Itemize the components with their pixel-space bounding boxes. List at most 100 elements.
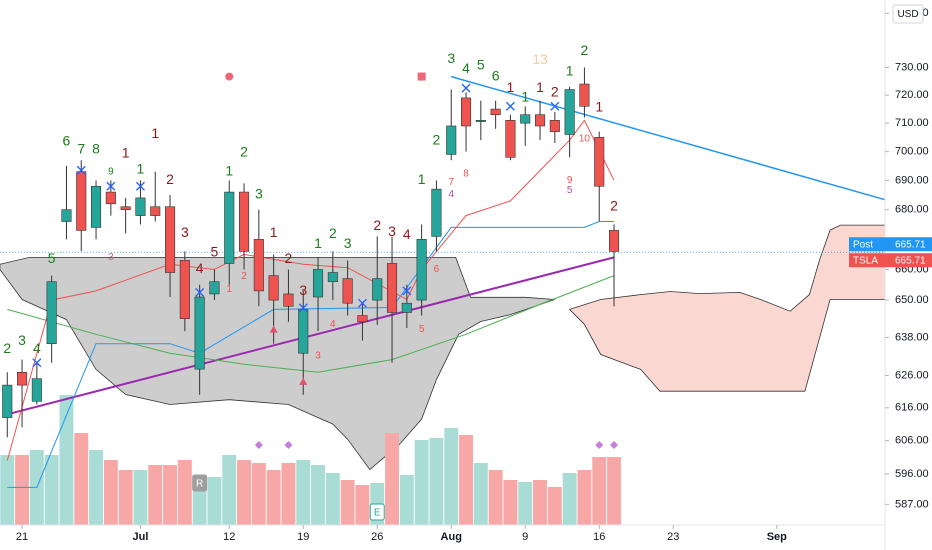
price-badge-value: 665.71 — [895, 255, 926, 266]
volume-bar — [103, 460, 118, 525]
setup-label: 5 — [567, 185, 573, 196]
volume-layer — [0, 395, 621, 525]
count-label: 13 — [532, 51, 548, 67]
cross-marker — [32, 358, 42, 368]
candle-body — [239, 191, 250, 252]
volume-bar — [177, 460, 192, 525]
count-label: 1 — [122, 145, 130, 161]
price-badge-name: Post — [853, 239, 873, 250]
candle-body — [475, 120, 486, 122]
event-badge — [192, 474, 208, 492]
indicator-line — [7, 275, 615, 373]
y-tick-label: 680.00 — [895, 204, 929, 216]
volume-bar — [444, 428, 459, 525]
candle-body — [268, 275, 279, 301]
candle-body — [179, 260, 190, 319]
cross-marker — [357, 298, 367, 308]
count-label: 2 — [373, 217, 381, 233]
y-tick-label: 650.00 — [895, 294, 929, 306]
count-label: 4 — [403, 226, 411, 242]
candle-body — [490, 108, 501, 116]
setup-label: 9 — [108, 166, 114, 177]
count-label: 2 — [610, 198, 618, 214]
candle-body — [17, 371, 28, 386]
count-label: 3 — [447, 50, 455, 66]
volume-bar — [340, 480, 355, 525]
candle-body — [313, 269, 324, 298]
x-tick-label: 21 — [16, 531, 28, 543]
volume-bar — [399, 475, 414, 525]
candle-body — [298, 309, 309, 354]
volume-bar — [133, 470, 148, 525]
volume-bar — [118, 470, 133, 525]
diamond-marker — [610, 441, 619, 449]
volume-bar — [207, 477, 222, 525]
candle-body — [224, 191, 235, 264]
count-label: 5 — [211, 243, 219, 259]
volume-bar — [266, 470, 281, 525]
count-label: 1 — [536, 79, 544, 95]
dot-marker — [225, 72, 234, 81]
diamond-marker — [595, 441, 604, 449]
count-label: 1 — [521, 88, 529, 104]
candle-body — [283, 293, 294, 307]
setup-label: 4 — [448, 189, 454, 200]
candle-body — [2, 384, 13, 418]
currency-box[interactable] — [892, 4, 924, 24]
candle-body — [549, 120, 560, 132]
setup-label: 9 — [567, 175, 573, 186]
price-badge — [849, 237, 932, 252]
cross-marker — [195, 287, 205, 297]
volume-bar — [488, 470, 503, 525]
setup-label: 3 — [108, 252, 114, 263]
y-tick-label: 606.00 — [895, 434, 929, 446]
candle-body — [594, 137, 605, 187]
candle-body — [91, 185, 102, 228]
candle-body — [150, 206, 161, 216]
y-tick-label: 710.00 — [895, 117, 929, 129]
volume-bar — [311, 465, 325, 525]
price-badge — [849, 253, 932, 268]
diamond-marker — [284, 441, 293, 449]
count-label: 4 — [462, 60, 470, 76]
setup-label: 8 — [463, 168, 469, 179]
count-label: 7 — [77, 140, 85, 156]
volume-bar — [533, 480, 547, 525]
event-label: R — [196, 479, 203, 490]
trend-line — [450, 75, 886, 201]
count-label: 3 — [344, 235, 352, 251]
count-label: 2 — [166, 171, 174, 187]
volume-bar — [59, 395, 74, 525]
x-tick-label: 26 — [371, 531, 383, 543]
candle-body — [342, 278, 353, 304]
volume-bar — [577, 470, 592, 525]
candle-body — [194, 296, 205, 370]
x-tick-label: 16 — [593, 531, 605, 543]
price-badge-value: 665.71 — [895, 239, 926, 250]
volume-bar — [503, 480, 518, 525]
volume-bar — [547, 487, 562, 525]
cross-marker — [461, 83, 471, 93]
x-tick-label: Sep — [767, 531, 787, 543]
cross-marker — [106, 181, 116, 191]
candle-body — [386, 263, 398, 313]
count-label: 1 — [314, 235, 322, 251]
volume-bar — [163, 465, 177, 525]
volume-bar — [325, 473, 340, 525]
candle-body — [46, 281, 57, 345]
price-badge-name: TSLA — [853, 255, 878, 266]
count-label: 5 — [48, 250, 56, 266]
candle-body — [209, 281, 220, 295]
x-tick-label: 12 — [223, 531, 235, 543]
count-label: 1 — [225, 162, 233, 178]
candle-body — [135, 197, 146, 216]
axis-layer: 750.00730.00720.00710.00700.00690.00680.… — [16, 7, 932, 543]
back-layer — [0, 224, 886, 471]
candle-body — [608, 230, 620, 252]
count-label: 8 — [92, 140, 100, 156]
y-tick-label: 596.00 — [895, 468, 929, 480]
candle-body — [416, 239, 427, 301]
count-label: 1 — [566, 62, 574, 78]
candle-body — [31, 378, 42, 402]
event-label: E — [374, 508, 381, 519]
